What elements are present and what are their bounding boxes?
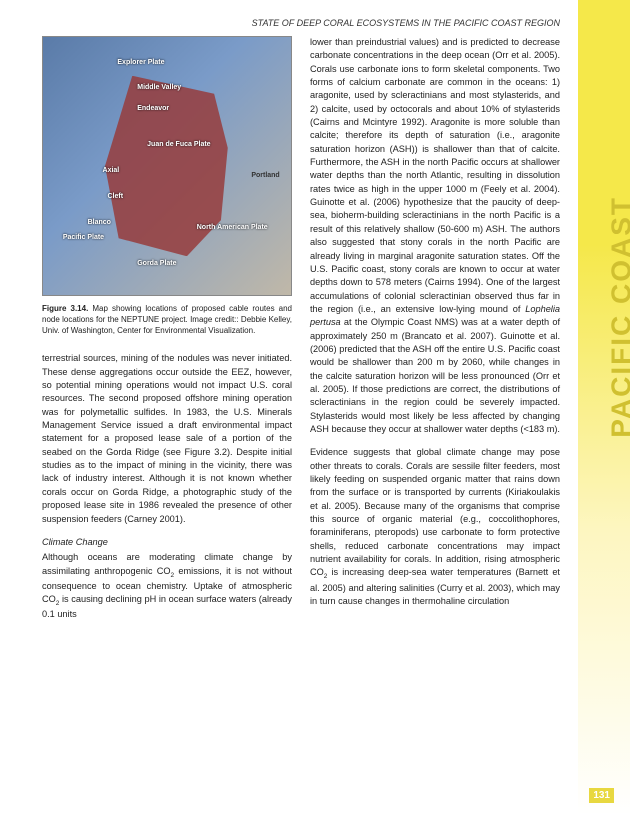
right-p2b: is increasing deep-sea water temperature… [310, 567, 560, 606]
map-label-cleft: Cleft [107, 192, 123, 202]
right-p2: Evidence suggests that global climate ch… [310, 446, 560, 608]
left-p2c: is causing declining pH in ocean surface… [42, 594, 292, 619]
content-area: Explorer Plate Middle Valley Endeavor Ju… [0, 36, 630, 632]
map-label-pacific: Pacific Plate [63, 233, 104, 243]
map-label-blanco: Blanco [88, 218, 111, 228]
right-p1a: lower than preindustrial values) and is … [310, 37, 560, 314]
map-label-portland: Portland [251, 171, 279, 181]
map-label-gorda: Gorda Plate [137, 259, 176, 269]
left-p1: terrestrial sources, mining of the nodul… [42, 352, 292, 525]
right-column: lower than preindustrial values) and is … [310, 36, 560, 632]
right-p1: lower than preindustrial values) and is … [310, 36, 560, 436]
map-label-north-american: North American Plate [197, 223, 268, 233]
map-label-endeavor: Endeavor [137, 104, 169, 114]
running-header: STATE OF DEEP CORAL ECOSYSTEMS IN THE PA… [0, 0, 630, 36]
map-label-middle-valley: Middle Valley [137, 83, 181, 93]
map-label-juan-de-fuca: Juan de Fuca Plate [147, 140, 210, 150]
subhead-climate: Climate Change [42, 536, 292, 549]
caption-label: Figure 3.14. [42, 304, 88, 313]
page-number: 131 [589, 788, 614, 803]
side-tab-label: PACIFIC COAST [606, 196, 630, 438]
figure-caption: Figure 3.14. Map showing locations of pr… [42, 304, 292, 336]
right-p1b: at the Olympic Coast NMS) was at a water… [310, 317, 560, 434]
left-p2: Although oceans are moderating climate c… [42, 551, 292, 621]
map-label-explorer: Explorer Plate [117, 58, 164, 68]
side-tab: PACIFIC COAST 131 [578, 0, 630, 815]
figure-map: Explorer Plate Middle Valley Endeavor Ju… [42, 36, 292, 296]
map-label-axial: Axial [103, 166, 120, 176]
left-column: Explorer Plate Middle Valley Endeavor Ju… [42, 36, 292, 632]
right-p2a: Evidence suggests that global climate ch… [310, 447, 560, 577]
